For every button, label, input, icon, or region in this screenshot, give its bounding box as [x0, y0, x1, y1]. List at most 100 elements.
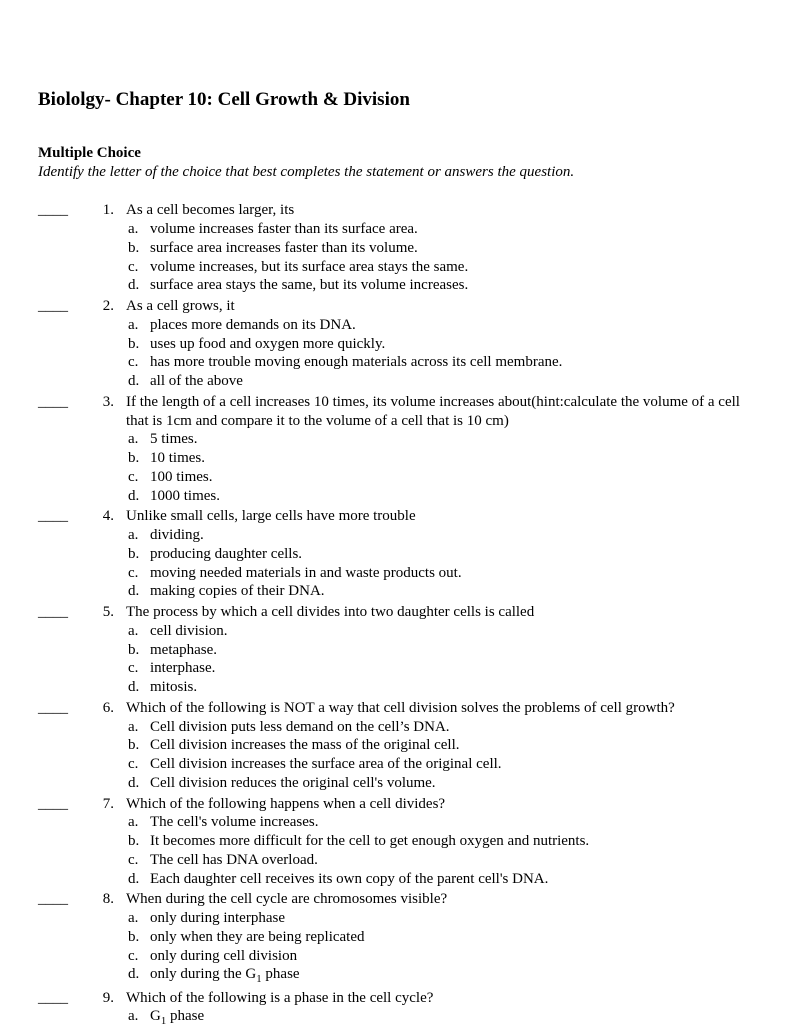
choice-text: moving needed materials in and waste pro… — [150, 564, 753, 583]
question-item: ____3.If the length of a cell increases … — [38, 393, 753, 506]
choice-text: Cell division increases the surface area… — [150, 755, 753, 774]
choice-letter: d. — [126, 774, 150, 793]
choice-list: a.dividing.b.producing daughter cells.c.… — [126, 526, 753, 601]
question-item: ____7.Which of the following happens whe… — [38, 795, 753, 889]
choice-item: a.dividing. — [126, 526, 753, 545]
question-stem: As a cell becomes larger, its — [126, 201, 753, 220]
choice-item: a.5 times. — [126, 430, 753, 449]
choice-item: c.100 times. — [126, 468, 753, 487]
question-number: 6. — [80, 699, 126, 793]
choice-text: has more trouble moving enough materials… — [150, 353, 753, 372]
question-stem: Unlike small cells, large cells have mor… — [126, 507, 753, 526]
choice-letter: b. — [126, 449, 150, 468]
answer-blank: ____ — [38, 890, 80, 986]
choice-list: a.The cell's volume increases.b.It becom… — [126, 813, 753, 888]
choice-text: Cell division reduces the original cell'… — [150, 774, 753, 793]
choice-list: a.places more demands on its DNA.b.uses … — [126, 316, 753, 391]
choice-item: d.mitosis. — [126, 678, 753, 697]
choice-list: a.cell division.b.metaphase.c.interphase… — [126, 622, 753, 697]
choice-letter: a. — [126, 430, 150, 449]
choice-item: c.Cell division increases the surface ar… — [126, 755, 753, 774]
choice-letter: c. — [126, 659, 150, 678]
question-number: 1. — [80, 201, 126, 295]
question-stem: Which of the following is a phase in the… — [126, 989, 753, 1008]
question-number: 5. — [80, 603, 126, 697]
choice-item: b.producing daughter cells. — [126, 545, 753, 564]
section-label: Multiple Choice — [38, 144, 753, 163]
question-body: Which of the following is a phase in the… — [126, 989, 753, 1029]
choice-text: Each daughter cell receives its own copy… — [150, 870, 753, 889]
choice-letter: a. — [126, 316, 150, 335]
choice-letter: c. — [126, 258, 150, 277]
answer-blank: ____ — [38, 297, 80, 391]
choice-text: making copies of their DNA. — [150, 582, 753, 601]
choice-item: b.10 times. — [126, 449, 753, 468]
question-item: ____4.Unlike small cells, large cells ha… — [38, 507, 753, 601]
choice-item: a.Cell division puts less demand on the … — [126, 718, 753, 737]
question-number: 2. — [80, 297, 126, 391]
choice-letter: c. — [126, 851, 150, 870]
choice-item: a.The cell's volume increases. — [126, 813, 753, 832]
question-item: ____2.As a cell grows, ita.places more d… — [38, 297, 753, 391]
choice-text: 100 times. — [150, 468, 753, 487]
choice-item: a.G1 phase — [126, 1007, 753, 1028]
choice-letter: c. — [126, 947, 150, 966]
choice-letter: c. — [126, 564, 150, 583]
choice-list: a.G1 phase — [126, 1007, 753, 1028]
choice-text: surface area stays the same, but its vol… — [150, 276, 753, 295]
choice-letter: b. — [126, 832, 150, 851]
choice-text: producing daughter cells. — [150, 545, 753, 564]
choice-letter: b. — [126, 641, 150, 660]
choice-text: dividing. — [150, 526, 753, 545]
answer-blank: ____ — [38, 989, 80, 1029]
choice-letter: a. — [126, 526, 150, 545]
choice-item: d.1000 times. — [126, 487, 753, 506]
choice-text: Cell division increases the mass of the … — [150, 736, 753, 755]
choice-letter: a. — [126, 909, 150, 928]
choice-text: uses up food and oxygen more quickly. — [150, 335, 753, 354]
choice-letter: a. — [126, 813, 150, 832]
choice-letter: a. — [126, 622, 150, 641]
question-body: Which of the following is NOT a way that… — [126, 699, 753, 793]
choice-text: places more demands on its DNA. — [150, 316, 753, 335]
question-number: 9. — [80, 989, 126, 1029]
choice-text: only during interphase — [150, 909, 753, 928]
question-item: ____9.Which of the following is a phase … — [38, 989, 753, 1029]
choice-item: b.Cell division increases the mass of th… — [126, 736, 753, 755]
choice-letter: b. — [126, 928, 150, 947]
question-number: 3. — [80, 393, 126, 506]
choice-text: volume increases, but its surface area s… — [150, 258, 753, 277]
question-body: The process by which a cell divides into… — [126, 603, 753, 697]
choice-list: a.Cell division puts less demand on the … — [126, 718, 753, 793]
question-item: ____1.As a cell becomes larger, itsa.vol… — [38, 201, 753, 295]
choice-text: The cell's volume increases. — [150, 813, 753, 832]
answer-blank: ____ — [38, 507, 80, 601]
question-body: Unlike small cells, large cells have mor… — [126, 507, 753, 601]
question-stem: Which of the following is NOT a way that… — [126, 699, 753, 718]
choice-item: d.all of the above — [126, 372, 753, 391]
answer-blank: ____ — [38, 201, 80, 295]
choice-letter: d. — [126, 276, 150, 295]
choice-letter: c. — [126, 468, 150, 487]
choice-item: c.only during cell division — [126, 947, 753, 966]
question-stem: Which of the following happens when a ce… — [126, 795, 753, 814]
choice-item: c.The cell has DNA overload. — [126, 851, 753, 870]
question-number: 8. — [80, 890, 126, 986]
choice-letter: d. — [126, 870, 150, 889]
question-item: ____6.Which of the following is NOT a wa… — [38, 699, 753, 793]
choice-item: d.only during the G1 phase — [126, 965, 753, 986]
choice-letter: d. — [126, 582, 150, 601]
choice-letter: b. — [126, 335, 150, 354]
question-stem: As a cell grows, it — [126, 297, 753, 316]
choice-list: a.only during interphaseb.only when they… — [126, 909, 753, 987]
choice-item: d.surface area stays the same, but its v… — [126, 276, 753, 295]
choice-text: It becomes more difficult for the cell t… — [150, 832, 753, 851]
question-item: ____8.When during the cell cycle are chr… — [38, 890, 753, 986]
choice-text: 10 times. — [150, 449, 753, 468]
question-body: If the length of a cell increases 10 tim… — [126, 393, 753, 506]
choice-item: d.Each daughter cell receives its own co… — [126, 870, 753, 889]
question-number: 4. — [80, 507, 126, 601]
choice-text: only when they are being replicated — [150, 928, 753, 947]
choice-letter: b. — [126, 736, 150, 755]
choice-text: cell division. — [150, 622, 753, 641]
